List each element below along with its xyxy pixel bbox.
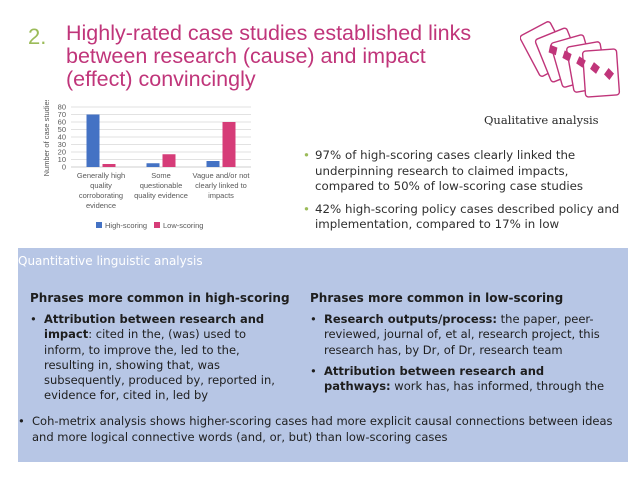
x-tick-label: quality evidence: [134, 191, 188, 200]
x-tick-label: impacts: [208, 191, 234, 200]
y-axis-label: Number of case studies: [42, 100, 51, 176]
low-scoring-bullet-2: Attribution between research and pathway…: [310, 364, 610, 395]
qualitative-bullet-1: 97% of high-scoring cases clearly linked…: [303, 148, 621, 195]
bar-high-scoring: [206, 161, 220, 167]
bullet-text: : cited in the, (was) used to inform, to…: [44, 327, 275, 403]
low-scoring-bullets: Research outputs/process: the paper, pee…: [310, 312, 610, 400]
legend-swatch: [154, 222, 160, 228]
y-tick-label: 50: [58, 125, 66, 134]
legend-label: High-scoring: [105, 221, 147, 230]
y-tick-label: 10: [58, 155, 66, 164]
bar-low-scoring: [222, 122, 236, 167]
y-tick-label: 20: [58, 148, 66, 157]
bar-high-scoring: [146, 163, 160, 167]
bullet-text: work has, has informed, through the: [390, 379, 605, 394]
qualitative-bullet-2: 42% high-scoring policy cases described …: [303, 202, 621, 233]
high-scoring-bullet-1: Attribution between research and impact:…: [30, 312, 288, 404]
legend-label: Low-scoring: [163, 221, 203, 230]
y-tick-label: 30: [58, 140, 66, 149]
x-tick-label: questionable: [140, 181, 183, 190]
coh-metrix-bullet: Coh-metrix analysis shows higher-scoring…: [18, 414, 618, 445]
panel-header: Quantitative linguistic analysis: [18, 254, 203, 268]
bar-high-scoring: [86, 114, 100, 167]
x-tick-label: corroborating: [79, 191, 123, 200]
x-tick-label: evidence: [86, 201, 116, 210]
x-tick-label: clearly linked to: [195, 181, 247, 190]
y-tick-label: 60: [58, 118, 66, 127]
legend-swatch: [96, 222, 102, 228]
high-scoring-bullets: Attribution between research and impact:…: [30, 312, 288, 410]
bar-low-scoring: [162, 154, 176, 167]
x-tick-label: Some: [151, 171, 171, 180]
y-tick-label: 0: [62, 163, 66, 172]
qualitative-bullets: 97% of high-scoring cases clearly linked…: [303, 148, 621, 240]
slide-title: Highly-rated case studies established li…: [66, 21, 472, 91]
x-tick-label: Generally high: [77, 171, 125, 180]
y-tick-label: 40: [58, 133, 66, 142]
cards-illustration-icon: [520, 21, 621, 98]
bullet-text: the paper, peer-reviewed, journal of, et…: [324, 312, 600, 357]
bullet-bold: Research outputs/process:: [324, 312, 497, 326]
bullet-bold: Attribution between research and pathway…: [324, 363, 545, 394]
y-tick-label: 70: [58, 110, 66, 119]
low-scoring-heading: Phrases more common in low-scoring: [310, 291, 564, 305]
bullet-bold: Attribution between research and impact: [44, 312, 265, 342]
x-tick-label: Vague and/or not: [193, 171, 251, 180]
slide-number: 2.: [28, 24, 47, 49]
qualitative-analysis-label: Qualitative analysis: [484, 113, 599, 127]
x-tick-label: quality: [90, 181, 112, 190]
y-tick-label: 80: [58, 103, 66, 112]
bar-low-scoring: [102, 164, 116, 167]
low-scoring-bullet-1: Research outputs/process: the paper, pee…: [310, 312, 610, 358]
high-scoring-heading: Phrases more common in high-scoring: [30, 291, 290, 305]
